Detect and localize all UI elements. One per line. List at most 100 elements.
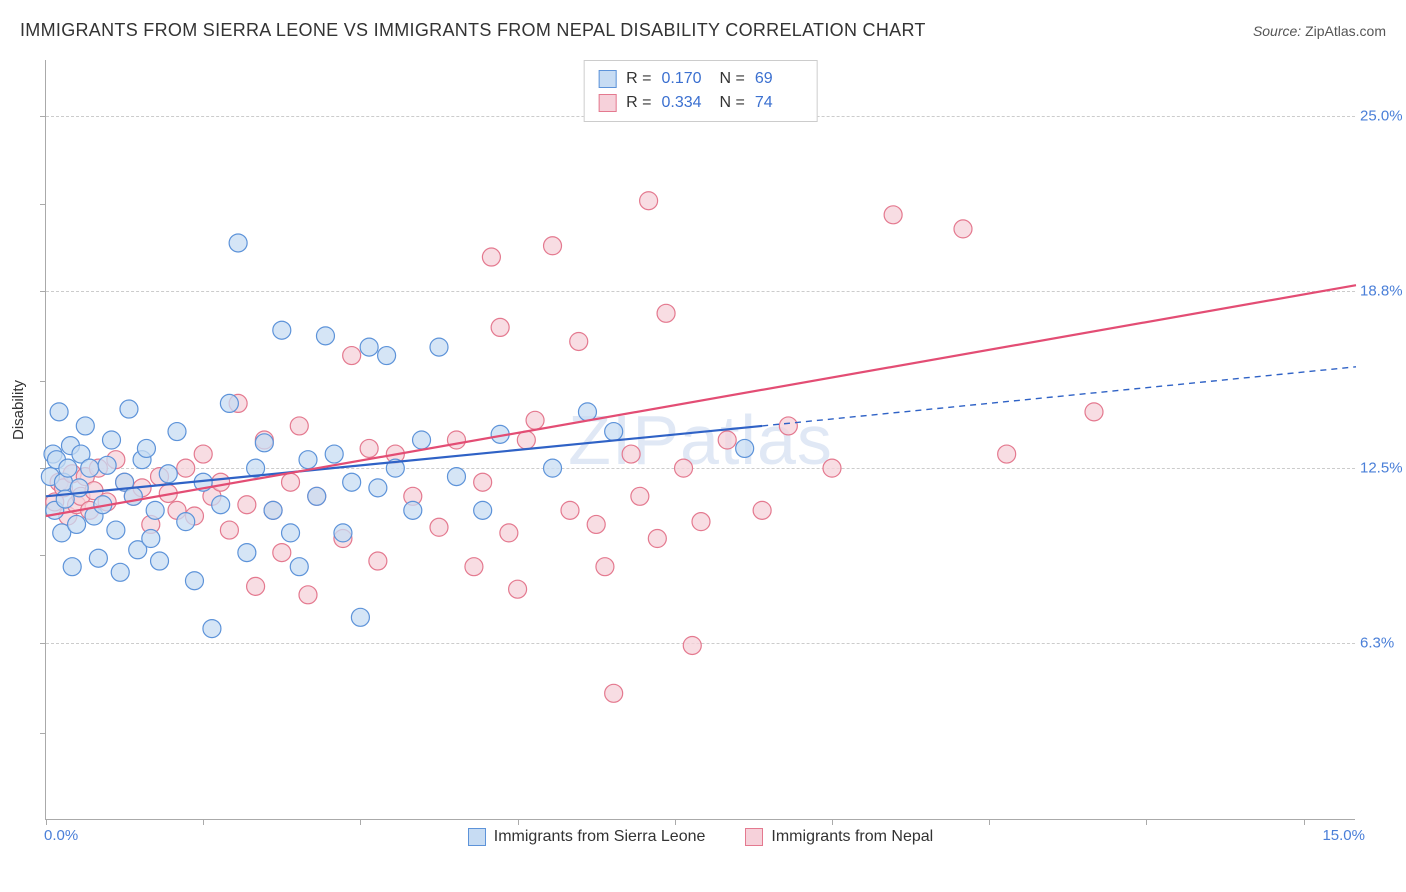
- data-point: [605, 684, 623, 702]
- data-point: [378, 347, 396, 365]
- data-point: [120, 400, 138, 418]
- data-point: [500, 524, 518, 542]
- data-point: [465, 558, 483, 576]
- data-point: [220, 521, 238, 539]
- data-point: [509, 580, 527, 598]
- data-point: [220, 394, 238, 412]
- data-point: [290, 558, 308, 576]
- data-point: [98, 456, 116, 474]
- r-value-a: 0.170: [662, 67, 710, 91]
- data-point: [68, 515, 86, 533]
- data-point: [430, 338, 448, 356]
- y-axis-label: Disability: [10, 380, 27, 440]
- data-point: [823, 459, 841, 477]
- data-point: [107, 521, 125, 539]
- bottom-legend: Immigrants from Sierra Leone Immigrants …: [46, 828, 1355, 846]
- chart-plot-area: R = 0.170 N = 69 R = 0.334 N = 74 ZIPatl…: [45, 60, 1355, 820]
- n-label-a: N =: [720, 67, 745, 91]
- legend-stats-row-b: R = 0.334 N = 74: [598, 91, 803, 115]
- data-point: [631, 487, 649, 505]
- data-point: [168, 423, 186, 441]
- data-point: [640, 192, 658, 210]
- source-label: Source:: [1253, 23, 1301, 39]
- r-label-b: R =: [626, 91, 651, 115]
- data-point: [657, 304, 675, 322]
- n-value-b: 74: [755, 91, 803, 115]
- data-point: [177, 459, 195, 477]
- x-tick-mark: [1146, 819, 1147, 825]
- data-point: [474, 473, 492, 491]
- data-point: [447, 431, 465, 449]
- data-point: [544, 459, 562, 477]
- data-point: [111, 563, 129, 581]
- data-point: [430, 518, 448, 536]
- data-point: [282, 473, 300, 491]
- data-point: [570, 332, 588, 350]
- data-point: [343, 473, 361, 491]
- n-value-a: 69: [755, 67, 803, 91]
- x-tick-mark: [1304, 819, 1305, 825]
- trend-line-a: [46, 426, 762, 496]
- series-a-name: Immigrants from Sierra Leone: [494, 828, 706, 846]
- data-point: [482, 248, 500, 266]
- data-point: [544, 237, 562, 255]
- data-point: [360, 338, 378, 356]
- chart-title: IMMIGRANTS FROM SIERRA LEONE VS IMMIGRAN…: [20, 20, 926, 41]
- x-tick-mark: [203, 819, 204, 825]
- data-point: [605, 423, 623, 441]
- data-point: [159, 465, 177, 483]
- data-point: [146, 501, 164, 519]
- r-label-a: R =: [626, 67, 651, 91]
- data-point: [282, 524, 300, 542]
- data-point: [229, 234, 247, 252]
- data-point: [212, 496, 230, 514]
- n-label-b: N =: [720, 91, 745, 115]
- data-point: [884, 206, 902, 224]
- data-point: [325, 445, 343, 463]
- header-row: IMMIGRANTS FROM SIERRA LEONE VS IMMIGRAN…: [20, 20, 1386, 41]
- data-point: [413, 431, 431, 449]
- legend-swatch-a: [598, 70, 616, 88]
- data-point: [247, 577, 265, 595]
- data-point: [63, 558, 81, 576]
- x-tick-mark: [518, 819, 519, 825]
- data-point: [290, 417, 308, 435]
- data-point: [299, 586, 317, 604]
- data-point: [779, 417, 797, 435]
- bottom-swatch-a: [468, 828, 486, 846]
- data-point: [596, 558, 614, 576]
- legend-swatch-b: [598, 94, 616, 112]
- data-point: [718, 431, 736, 449]
- trend-line-a-dash: [762, 367, 1356, 426]
- data-point: [59, 459, 77, 477]
- scatter-svg: [46, 60, 1355, 819]
- data-point: [561, 501, 579, 519]
- data-point: [151, 552, 169, 570]
- data-point: [369, 552, 387, 570]
- y-tick-label: 25.0%: [1360, 108, 1406, 125]
- data-point: [89, 549, 107, 567]
- data-point: [334, 524, 352, 542]
- bottom-legend-item-b: Immigrants from Nepal: [745, 828, 933, 846]
- data-point: [447, 468, 465, 486]
- data-point: [692, 513, 710, 531]
- data-point: [998, 445, 1016, 463]
- data-point: [474, 501, 492, 519]
- data-point: [273, 321, 291, 339]
- series-b-name: Immigrants from Nepal: [771, 828, 933, 846]
- data-point: [81, 459, 99, 477]
- r-value-b: 0.334: [662, 91, 710, 115]
- bottom-legend-item-a: Immigrants from Sierra Leone: [468, 828, 706, 846]
- data-point: [491, 318, 509, 336]
- x-tick-mark: [989, 819, 990, 825]
- data-point: [238, 496, 256, 514]
- y-tick-label: 18.8%: [1360, 282, 1406, 299]
- data-point: [648, 530, 666, 548]
- data-point: [351, 608, 369, 626]
- data-point: [203, 620, 221, 638]
- data-point: [194, 445, 212, 463]
- data-point: [343, 347, 361, 365]
- data-point: [299, 451, 317, 469]
- data-point: [753, 501, 771, 519]
- data-point: [76, 417, 94, 435]
